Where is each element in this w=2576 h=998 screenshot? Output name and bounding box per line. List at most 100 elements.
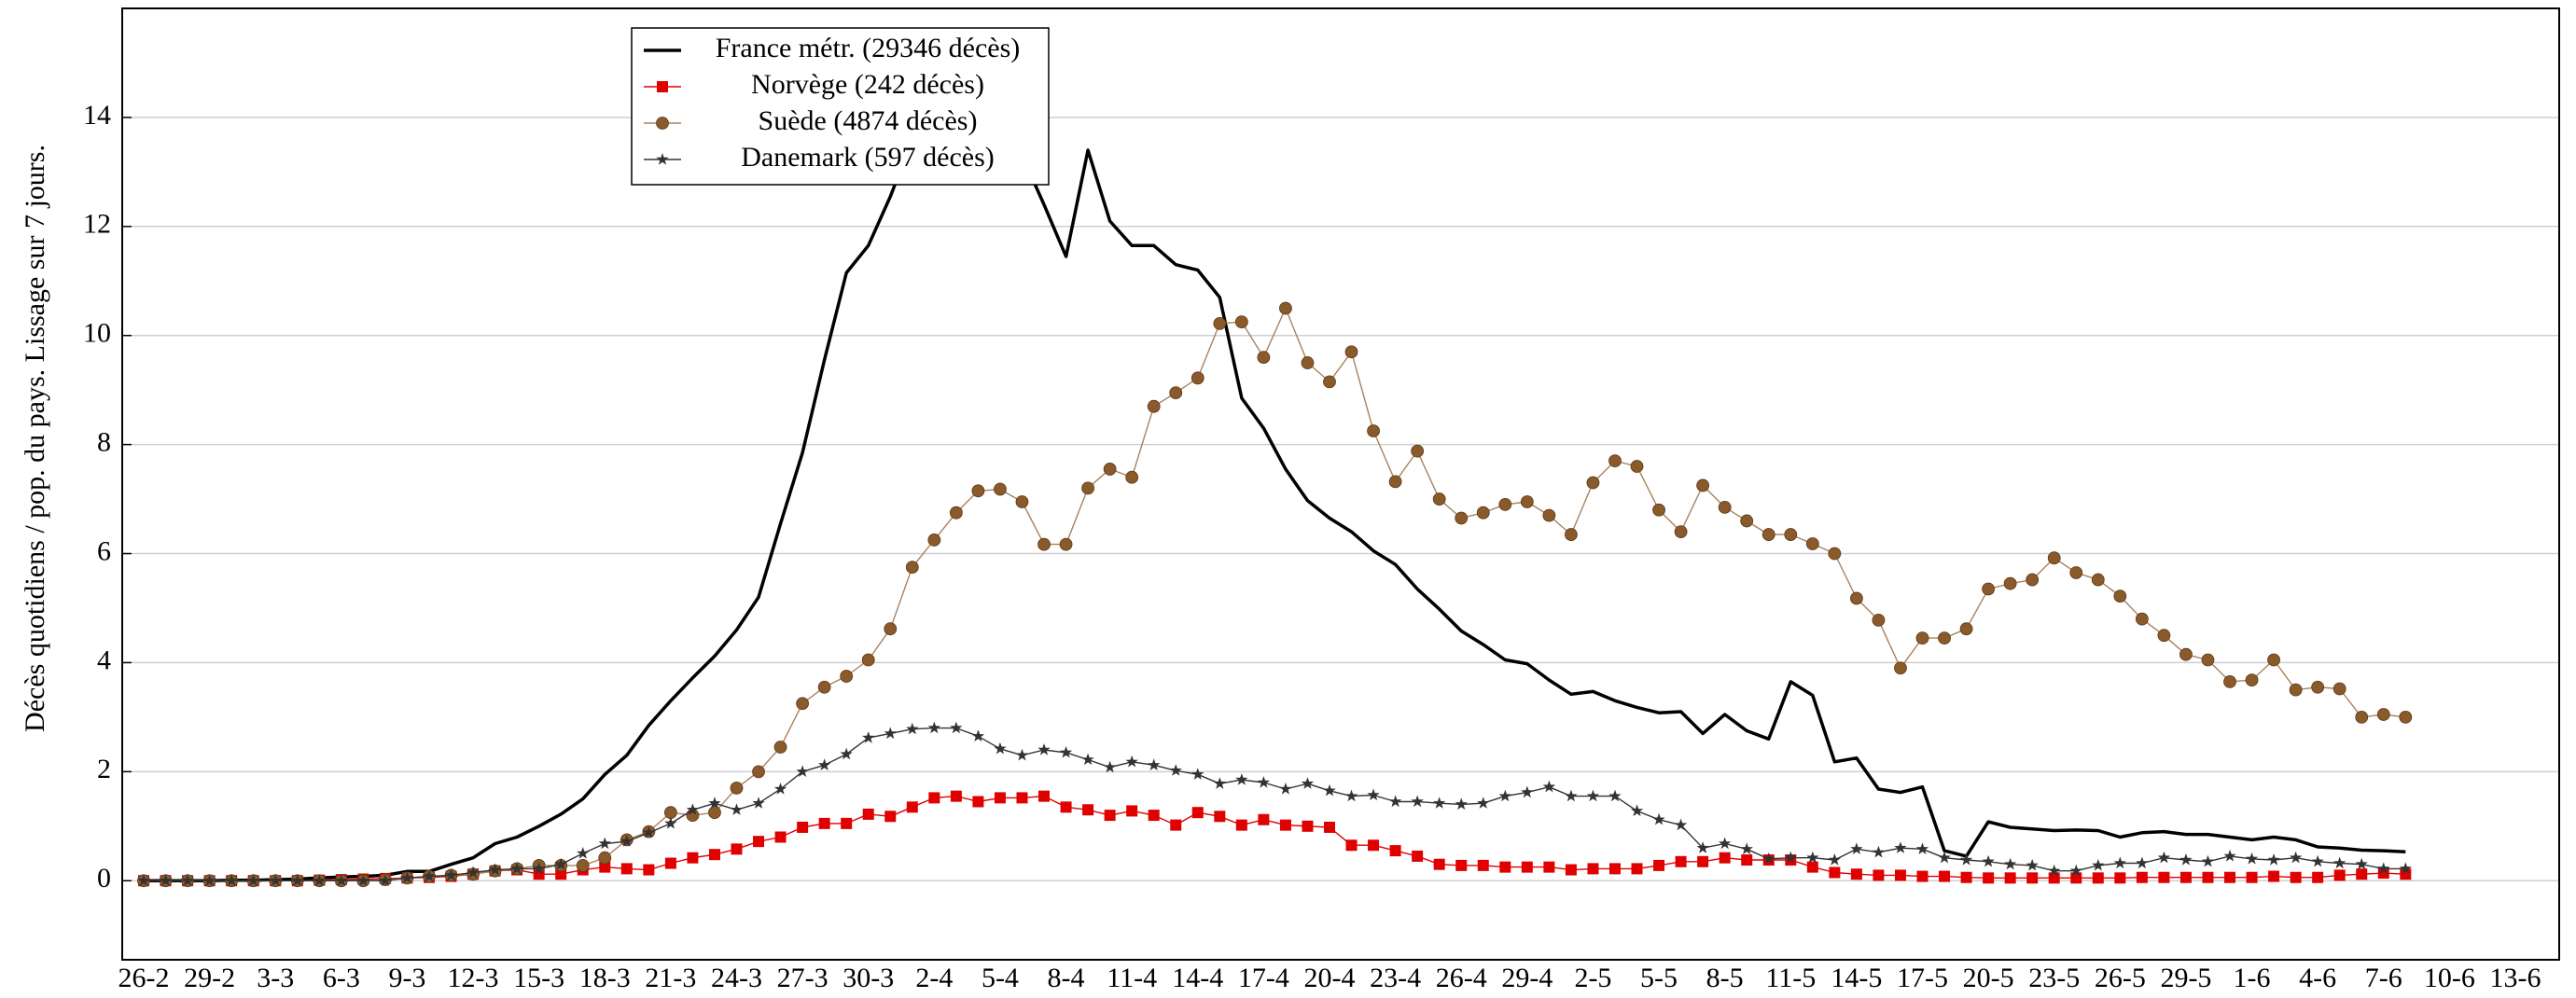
marker	[1850, 868, 1862, 880]
marker	[1015, 495, 1029, 508]
marker	[1520, 495, 1534, 508]
series-line	[144, 795, 2406, 881]
y-axis-label: Décès quotidiens / pop. du pays. Lissage…	[20, 145, 50, 732]
marker	[861, 653, 875, 667]
marker	[1389, 845, 1401, 857]
marker	[1103, 463, 1117, 476]
marker	[1630, 804, 1644, 817]
x-tick-label: 24-3	[711, 963, 762, 993]
marker	[1389, 795, 1402, 808]
marker	[1719, 837, 1732, 850]
marker	[1521, 785, 1534, 798]
marker	[1543, 861, 1555, 873]
marker	[1630, 460, 1644, 473]
marker	[1696, 478, 1710, 492]
marker	[1674, 818, 1688, 831]
marker	[2179, 647, 2193, 661]
marker	[1344, 345, 1358, 359]
x-tick-label: 26-2	[118, 963, 170, 993]
marker	[2026, 573, 2040, 587]
marker	[2311, 854, 2324, 867]
series	[137, 721, 2412, 886]
marker	[1214, 811, 1226, 823]
marker	[1565, 528, 1578, 541]
marker	[906, 801, 918, 813]
marker	[2245, 673, 2259, 687]
marker	[598, 837, 611, 850]
marker	[1762, 852, 1775, 865]
marker	[1257, 776, 1270, 788]
marker	[620, 863, 633, 875]
marker	[797, 821, 809, 833]
x-tick-label: 20-4	[1304, 963, 1356, 993]
marker	[1345, 839, 1358, 852]
marker	[994, 742, 1007, 755]
marker	[840, 747, 853, 760]
marker	[225, 874, 238, 886]
marker	[1849, 591, 1863, 605]
marker	[1587, 863, 1599, 875]
marker	[1939, 870, 1951, 882]
marker	[664, 816, 677, 829]
marker	[994, 792, 1006, 804]
marker	[1235, 773, 1248, 785]
x-tick-label: 30-3	[842, 963, 894, 993]
x-tick-label: 29-5	[2160, 963, 2211, 993]
marker	[2157, 629, 2171, 643]
marker	[1169, 764, 1182, 776]
legend-box	[631, 27, 1050, 186]
legend-label: France métr. (29346 décès)	[716, 33, 1021, 63]
marker	[1872, 845, 1886, 858]
marker	[1234, 315, 1248, 329]
marker	[1652, 812, 1665, 825]
marker	[1367, 788, 1380, 801]
marker	[1894, 869, 1906, 881]
marker	[1258, 813, 1270, 825]
marker	[2332, 682, 2346, 696]
marker	[2267, 853, 2280, 866]
marker	[1521, 861, 1533, 873]
marker	[466, 866, 480, 879]
marker	[656, 153, 669, 165]
legend-label: Norvège (242 décès)	[751, 69, 984, 100]
marker	[1938, 631, 1951, 645]
marker	[1279, 783, 1292, 795]
y-tick-label: 8	[97, 427, 111, 458]
series-line	[144, 61, 2406, 882]
marker	[1016, 792, 1028, 804]
marker	[1388, 475, 1402, 489]
marker	[577, 847, 590, 859]
marker	[1542, 508, 1556, 522]
x-tick-label: 5-5	[1640, 963, 1678, 993]
series-line	[144, 727, 2406, 881]
marker	[137, 874, 150, 886]
marker	[291, 874, 304, 886]
marker	[773, 741, 787, 754]
marker	[1477, 797, 1490, 809]
marker	[2289, 683, 2303, 697]
marker	[1894, 841, 1907, 853]
x-tick-label: 11-5	[1765, 963, 1816, 993]
marker	[1916, 870, 1929, 882]
marker	[773, 783, 787, 795]
x-tick-label: 2-4	[915, 963, 953, 993]
marker	[1082, 804, 1094, 816]
marker	[1829, 866, 1841, 879]
y-tick-label: 0	[97, 863, 111, 894]
marker	[2004, 857, 2017, 870]
x-tick-label: 27-3	[777, 963, 828, 993]
marker	[752, 797, 765, 809]
marker	[752, 765, 765, 779]
x-tick-label: 26-5	[2095, 963, 2146, 993]
legend-label: Suède (4874 décès)	[759, 105, 978, 136]
marker	[884, 811, 897, 823]
marker	[2158, 871, 2170, 883]
y-tick-label: 4	[97, 645, 111, 675]
marker	[1213, 777, 1226, 789]
x-tick-label: 1-6	[2234, 963, 2271, 993]
marker	[1761, 528, 1775, 541]
marker	[1323, 375, 1336, 389]
marker	[1279, 301, 1292, 315]
marker	[1368, 839, 1380, 852]
y-tick-label: 6	[97, 535, 111, 566]
